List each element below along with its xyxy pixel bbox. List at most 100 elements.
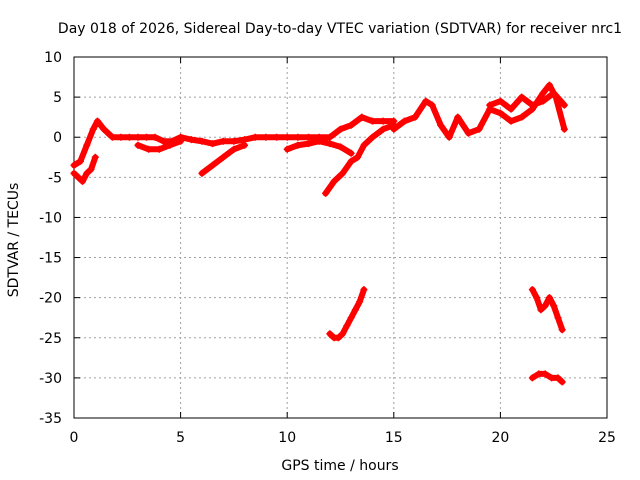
x-axis-label: GPS time / hours (281, 458, 398, 474)
data-point (560, 125, 568, 133)
data-point (91, 153, 99, 161)
data-point (83, 141, 91, 149)
data-point (315, 137, 323, 145)
data-point (550, 89, 558, 97)
y-axis-label: SDTVAR / TECUs (6, 183, 22, 298)
data-points (70, 81, 568, 386)
data-point (334, 334, 342, 342)
y-tick-label: -30 (39, 371, 62, 387)
data-point (548, 374, 556, 382)
data-point (545, 81, 553, 89)
series-band (486, 90, 568, 113)
data-point (76, 157, 84, 165)
axis-ticks: 0 5 10 15 20 25 10 5 0 -5 -10 -15 -20 -25 -30 -35 (39, 50, 616, 446)
data-point (337, 143, 344, 151)
data-point (251, 133, 259, 141)
data-point (142, 133, 150, 141)
data-point (390, 121, 398, 129)
data-point (358, 113, 366, 121)
data-point (422, 97, 430, 105)
data-point (93, 117, 101, 125)
y-tick-label: -35 (39, 411, 62, 427)
data-point (368, 133, 376, 141)
series-baseline (70, 113, 398, 169)
data-point (368, 117, 376, 125)
data-point (326, 330, 334, 338)
data-point (351, 306, 359, 314)
data-point (187, 136, 195, 144)
x-tick-label: 10 (278, 430, 296, 446)
data-point (108, 133, 116, 141)
y-tick-label: 10 (44, 50, 62, 66)
data-point (339, 169, 347, 177)
data-point (535, 370, 543, 378)
data-point (198, 137, 206, 145)
data-point (507, 105, 515, 113)
series-band (326, 286, 367, 341)
y-tick-label: -20 (39, 291, 62, 307)
x-tick-label: 5 (176, 430, 185, 446)
data-point (89, 125, 97, 133)
data-point (283, 145, 291, 153)
data-point (160, 137, 168, 145)
x-tick-label: 15 (385, 430, 403, 446)
data-point (70, 169, 78, 177)
x-tick-label: 20 (491, 430, 509, 446)
data-point (558, 326, 566, 334)
data-point (241, 141, 249, 149)
series-evening-drop (198, 141, 249, 177)
data-point (545, 294, 553, 302)
data-point (230, 137, 238, 145)
data-point (486, 101, 494, 109)
data-point (554, 374, 562, 382)
series-dips (134, 137, 185, 153)
data-point (305, 133, 313, 141)
y-tick-label: -15 (39, 251, 62, 267)
data-point (507, 117, 515, 125)
data-point (496, 97, 504, 105)
data-point (326, 140, 334, 148)
data-point (166, 141, 174, 149)
x-tick-label: 25 (598, 430, 616, 446)
data-point (209, 161, 217, 169)
data-point (343, 322, 351, 330)
data-point (533, 294, 541, 302)
data-point (283, 133, 291, 141)
data-point (326, 133, 334, 141)
series-mid-lower (283, 137, 355, 157)
data-point (322, 189, 330, 197)
data-point (134, 133, 142, 141)
data-point (134, 141, 142, 149)
data-point (294, 133, 302, 141)
data-point (560, 101, 568, 109)
series-late-drop (528, 286, 566, 334)
data-point (230, 145, 238, 153)
data-point (528, 286, 536, 294)
data-point (177, 137, 185, 145)
data-point (125, 133, 133, 141)
data-point (151, 133, 159, 141)
data-point (537, 306, 545, 314)
data-point (273, 133, 281, 141)
data-point (528, 374, 536, 382)
data-point (360, 141, 368, 149)
series-late-flat (528, 370, 566, 386)
data-point (539, 89, 547, 97)
data-point (347, 157, 355, 165)
data-point (339, 330, 347, 338)
data-point (528, 101, 536, 109)
series-arc-low (326, 286, 368, 342)
data-point (219, 137, 227, 145)
data-point (518, 113, 526, 121)
data-point (428, 101, 436, 109)
chart-title: Day 018 of 2026, Sidereal Day-to-day VTE… (58, 21, 622, 37)
data-point (87, 165, 95, 173)
data-point (454, 113, 462, 121)
data-point (209, 140, 217, 148)
data-point (518, 93, 526, 101)
data-point (496, 109, 504, 117)
data-point (145, 145, 153, 153)
data-point (379, 117, 387, 125)
data-point (539, 97, 547, 105)
